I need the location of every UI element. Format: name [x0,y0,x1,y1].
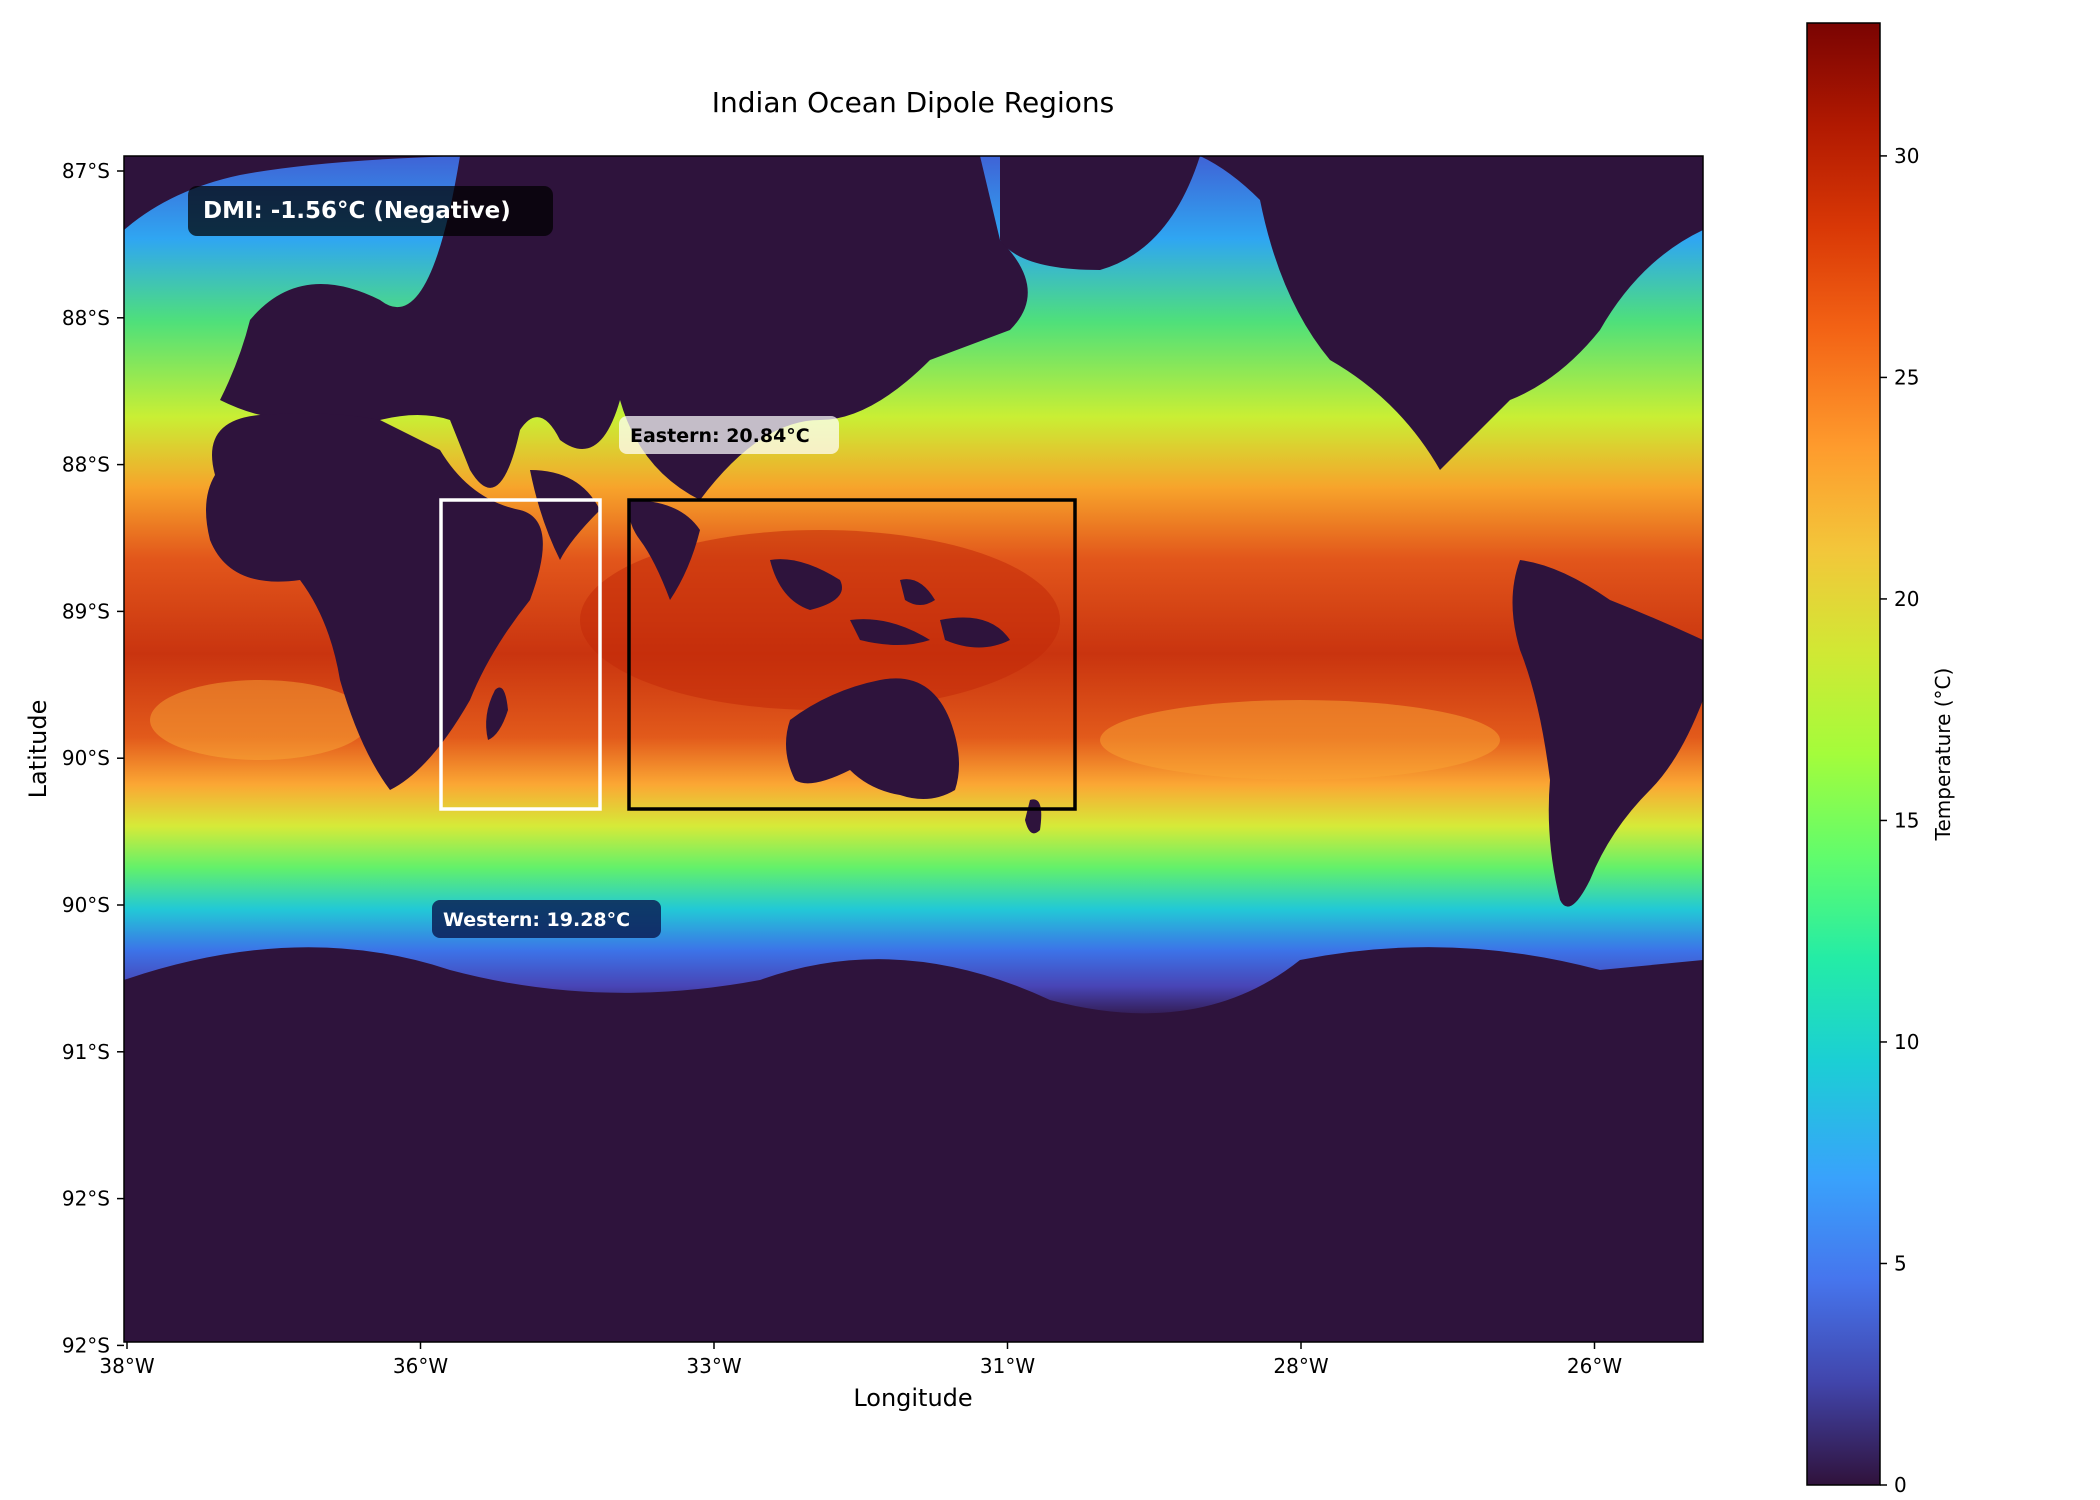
plot-frame [123,155,1704,1343]
colorbar-tick-label: 0 [1894,1473,1907,1497]
western-annotation-bg [432,900,661,938]
y-tick-label: 87°S [62,159,110,183]
x-tick-label: 26°W [1567,1354,1622,1378]
siberia-landmask [1000,156,1200,270]
y-tick-label: 90°S [62,893,110,917]
arctic-landmask-west [124,156,460,230]
colorbar-tick-label: 25 [1894,365,1919,389]
colorbar-tick-label: 5 [1894,1251,1907,1275]
sst-heatmap [124,156,1703,1342]
x-tick-label: 28°W [1273,1354,1328,1378]
dmi-annotation: DMI: -1.56°C (Negative) [188,186,553,236]
colorbar-tick-label: 10 [1894,1030,1919,1054]
south-america-landmask [1512,560,1703,907]
australia-landmask [786,678,959,799]
borneo-landmask [770,559,842,610]
eurasia-landmask [220,156,1028,500]
eastern-annotation: Eastern: 20.84°C [619,416,839,454]
benguela-upwelling [150,680,370,760]
new-guinea-landmask [940,617,1010,648]
arabia-landmask [530,470,600,560]
x-tick-label: 33°W [686,1354,741,1378]
chart-title: Indian Ocean Dipole Regions [712,86,1114,119]
western-annotation: Western: 19.28°C [432,900,661,938]
eastern-annotation-text: Eastern: 20.84°C [630,425,810,447]
colorbar-tick-label: 15 [1894,808,1919,832]
western-annotation-text: Western: 19.28°C [443,909,630,931]
y-axis-title: Latitude [24,700,52,799]
y-tick-label: 91°S [62,1040,110,1064]
y-tick-label: 90°S [62,746,110,770]
colorbar [1806,22,1881,1486]
colorbar-ticks: 0 5 10 15 20 25 30 [1880,144,1919,1497]
madagascar-landmask [486,687,508,740]
africa-landmask [206,413,543,790]
eastern-region-box [627,498,1077,811]
x-tick-label: 38°W [99,1354,154,1378]
y-axis-ticks: 87°S 88°S 88°S 89°S 90°S 90°S 91°S 92°S 92°S [62,159,124,1357]
cold-tongue [1100,700,1500,780]
colorbar-tick-label: 30 [1894,144,1919,168]
southern-landmask [124,947,1703,1342]
dmi-annotation-bg [188,186,553,236]
colorbar-label: Temperature (°C) [1931,668,1955,842]
x-axis-title: Longitude [853,1384,972,1412]
y-tick-label: 92°S [62,1333,110,1357]
y-tick-label: 92°S [62,1187,110,1211]
eastern-annotation-bg [619,416,839,454]
x-axis-ticks: 38°W 36°W 33°W 31°W 28°W 26°W [99,1342,1622,1378]
y-tick-label: 88°S [62,306,110,330]
y-tick-label: 89°S [62,599,110,623]
warm-pool [580,530,1060,710]
java-landmask [850,619,930,645]
x-tick-label: 36°W [393,1354,448,1378]
dmi-annotation-text: DMI: -1.56°C (Negative) [203,198,511,224]
y-tick-label: 88°S [62,453,110,477]
x-tick-label: 31°W [980,1354,1035,1378]
india-landmask [628,500,700,600]
western-region-box [439,498,602,811]
north-america-landmask [1200,156,1703,470]
colorbar-tick-label: 20 [1894,587,1919,611]
sulawesi-landmask [900,579,935,605]
